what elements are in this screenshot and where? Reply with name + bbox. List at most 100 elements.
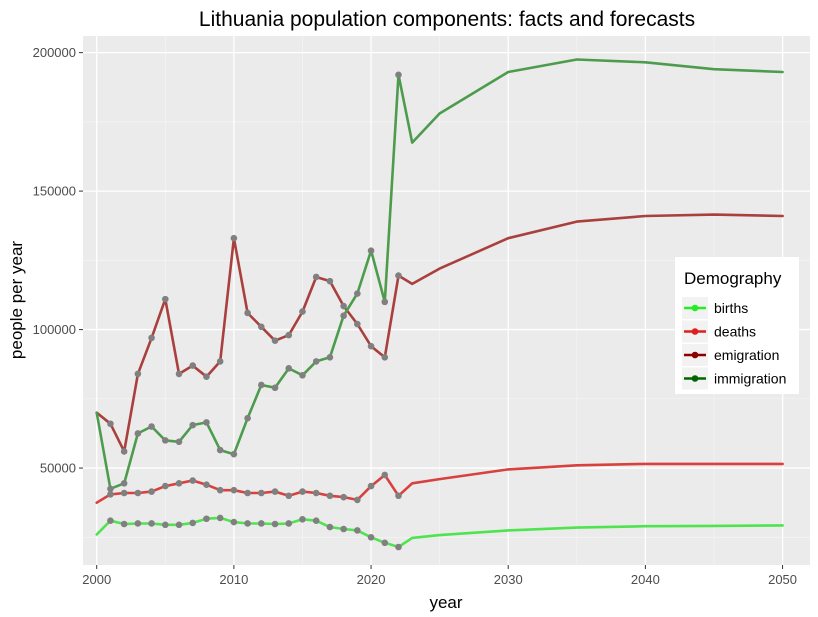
- data-point-immigration: [120, 479, 128, 487]
- legend-title: Demography: [684, 269, 782, 288]
- data-point-deaths: [299, 488, 306, 495]
- data-point-births: [216, 514, 224, 522]
- data-point-emigration: [189, 362, 197, 369]
- x-tick-label: 2040: [631, 572, 660, 587]
- data-point-deaths: [354, 496, 361, 504]
- data-point-immigration: [381, 298, 389, 306]
- series-points: [107, 71, 402, 551]
- data-point-emigration: [354, 320, 361, 328]
- data-point-deaths: [189, 477, 197, 484]
- y-axis-title: people per year: [7, 241, 26, 359]
- data-point-deaths: [244, 489, 251, 497]
- data-point-deaths: [285, 492, 293, 500]
- data-point-emigration: [230, 234, 238, 242]
- y-tick-label: 100000: [33, 322, 76, 337]
- data-point-births: [271, 520, 279, 528]
- legend-point-births: [691, 304, 699, 312]
- data-point-births: [258, 520, 265, 527]
- data-point-immigration: [230, 450, 238, 458]
- data-point-emigration: [148, 334, 155, 342]
- legend: Demography births deaths emigration immigra…: [675, 257, 799, 394]
- data-point-deaths: [367, 482, 375, 490]
- x-axis: 2000 2010 2020 2030 2040 2050: [82, 565, 797, 587]
- grid-minor: [83, 36, 810, 565]
- data-point-births: [285, 520, 293, 527]
- legend-label-emigration: emigration: [714, 347, 779, 363]
- data-point-births: [395, 543, 402, 551]
- x-tick-label: 2010: [219, 572, 248, 587]
- data-point-births: [312, 517, 320, 524]
- data-point-emigration: [326, 277, 334, 285]
- data-point-emigration: [216, 358, 224, 365]
- data-point-emigration: [244, 309, 251, 317]
- legend-point-immigration: [691, 375, 699, 382]
- data-point-immigration: [148, 423, 155, 430]
- data-point-immigration: [326, 353, 334, 361]
- data-point-births: [354, 527, 361, 534]
- legend-label-immigration: immigration: [714, 371, 786, 387]
- data-point-deaths: [148, 488, 155, 495]
- data-point-deaths: [230, 486, 238, 494]
- data-point-emigration: [367, 342, 375, 350]
- data-point-deaths: [120, 489, 128, 497]
- y-tick-label: 150000: [33, 184, 76, 199]
- data-point-immigration: [299, 371, 306, 379]
- x-axis-title: year: [429, 593, 462, 612]
- data-point-births: [367, 534, 375, 541]
- data-point-immigration: [367, 247, 375, 254]
- data-point-emigration: [312, 273, 320, 281]
- data-point-immigration: [175, 438, 183, 446]
- legend-point-deaths: [691, 328, 699, 335]
- data-point-deaths: [203, 481, 210, 488]
- data-point-births: [148, 520, 155, 527]
- data-point-immigration: [162, 437, 169, 444]
- data-point-immigration: [189, 421, 197, 429]
- data-point-emigration: [395, 272, 402, 279]
- data-point-immigration: [340, 312, 347, 320]
- data-point-births: [134, 520, 142, 527]
- data-point-deaths: [162, 482, 169, 490]
- data-point-births: [326, 523, 334, 531]
- data-point-immigration: [107, 485, 114, 493]
- data-point-immigration: [312, 358, 320, 365]
- data-point-immigration: [244, 414, 251, 422]
- y-tick-label: 200000: [33, 45, 76, 60]
- data-point-emigration: [134, 370, 142, 378]
- data-point-deaths: [395, 492, 402, 500]
- data-point-births: [107, 517, 114, 524]
- data-point-births: [244, 520, 251, 527]
- data-point-emigration: [285, 331, 293, 339]
- data-point-immigration: [285, 365, 293, 372]
- data-point-births: [299, 516, 306, 523]
- data-point-births: [340, 525, 347, 533]
- data-point-emigration: [299, 308, 306, 315]
- data-point-deaths: [381, 471, 389, 479]
- data-point-immigration: [395, 71, 402, 79]
- x-tick-label: 2050: [768, 572, 797, 587]
- x-tick-label: 2030: [494, 572, 523, 587]
- data-point-deaths: [312, 489, 320, 497]
- data-point-deaths: [326, 492, 334, 500]
- data-point-emigration: [340, 302, 347, 310]
- chart-title: Lithuania population components: facts a…: [199, 8, 695, 31]
- data-point-immigration: [354, 290, 361, 297]
- x-tick-label: 2000: [82, 572, 111, 587]
- data-point-immigration: [203, 419, 210, 426]
- data-point-births: [120, 520, 128, 528]
- data-point-births: [189, 519, 197, 527]
- data-point-births: [381, 539, 389, 547]
- data-point-births: [162, 521, 169, 529]
- data-point-deaths: [216, 486, 224, 494]
- y-tick-label: 50000: [40, 461, 76, 476]
- data-point-births: [230, 518, 238, 526]
- legend-label-deaths: deaths: [714, 324, 756, 340]
- data-point-emigration: [162, 295, 169, 303]
- series-line-emigration: [95, 213, 784, 453]
- data-point-emigration: [271, 337, 279, 344]
- data-point-emigration: [107, 420, 114, 428]
- data-point-deaths: [134, 489, 142, 497]
- axes: 2000 2010 2020 2030 2040 2050 50000 100000 1500…: [33, 45, 797, 587]
- legend-point-emigration: [691, 351, 699, 359]
- data-point-immigration: [216, 446, 224, 454]
